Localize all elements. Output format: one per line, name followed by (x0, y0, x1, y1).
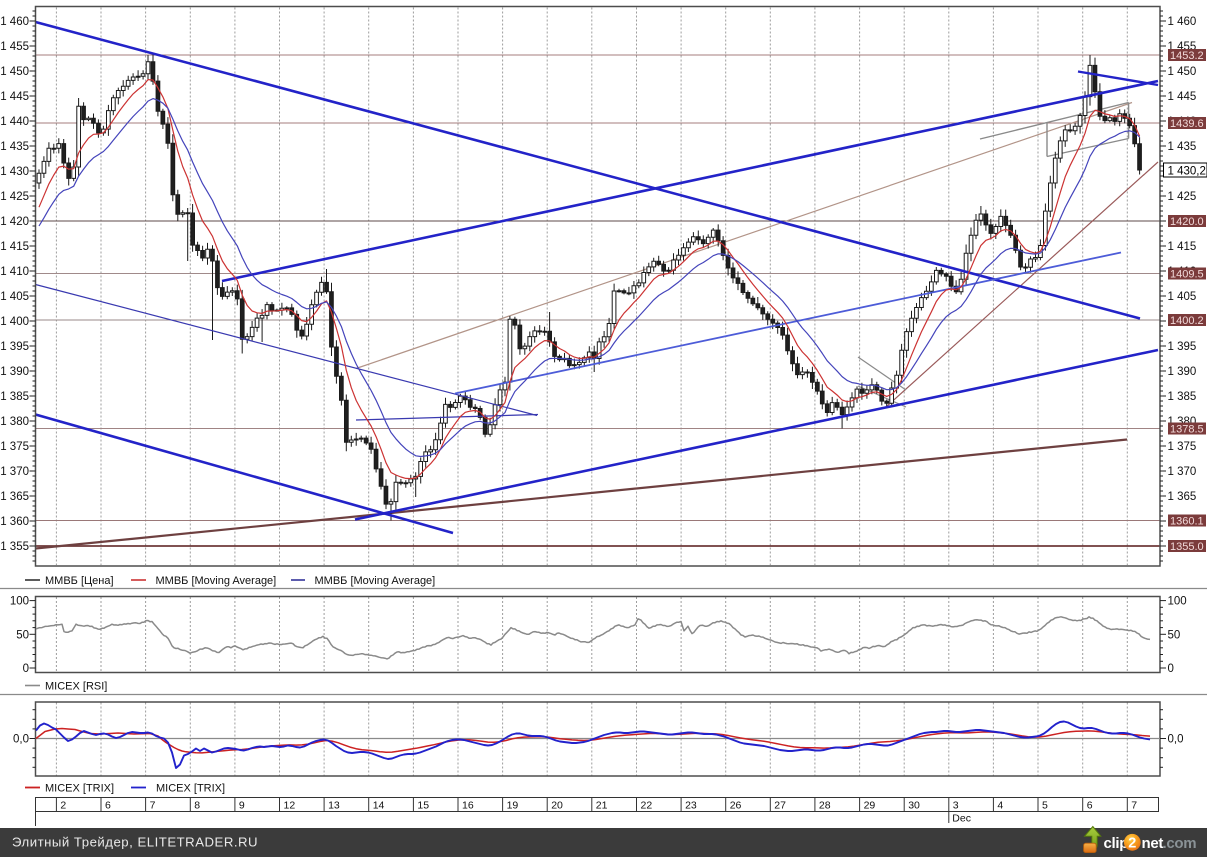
svg-text:22: 22 (641, 800, 653, 812)
svg-text:MICEX [RSI]: MICEX [RSI] (45, 681, 107, 693)
svg-text:0,0: 0,0 (13, 734, 29, 746)
svg-text:1 435: 1 435 (0, 141, 29, 153)
svg-text:6: 6 (1087, 800, 1093, 812)
svg-text:16: 16 (462, 800, 474, 812)
svg-text:1 460: 1 460 (1168, 16, 1197, 28)
svg-text:28: 28 (819, 800, 831, 812)
svg-text:1 415: 1 415 (0, 241, 29, 253)
svg-text:19: 19 (507, 800, 519, 812)
svg-text:1 360: 1 360 (0, 516, 29, 528)
svg-text:1 450: 1 450 (0, 66, 29, 78)
svg-text:26: 26 (730, 800, 742, 812)
svg-text:Dec: Dec (952, 813, 971, 825)
svg-text:2: 2 (60, 800, 66, 812)
svg-text:ММВБ [Moving Average]: ММВБ [Moving Average] (156, 575, 277, 587)
svg-text:13: 13 (328, 800, 340, 812)
svg-text:1360.1: 1360.1 (1170, 516, 1204, 528)
svg-text:1439.6: 1439.6 (1170, 118, 1204, 130)
svg-text:7: 7 (150, 800, 156, 812)
svg-text:100: 100 (10, 596, 29, 608)
svg-text:1 430,2: 1 430,2 (1168, 165, 1206, 177)
svg-text:1 355: 1 355 (0, 541, 29, 553)
svg-text:1 395: 1 395 (1168, 341, 1197, 353)
svg-text:1 370: 1 370 (0, 466, 29, 478)
svg-text:MICEX [TRIX]: MICEX [TRIX] (45, 783, 114, 795)
svg-text:50: 50 (16, 629, 29, 641)
svg-text:1 435: 1 435 (1168, 141, 1197, 153)
svg-text:1 415: 1 415 (1168, 241, 1197, 253)
svg-text:1 410: 1 410 (0, 266, 29, 278)
svg-text:1 445: 1 445 (0, 91, 29, 103)
svg-text:clip: clip (1104, 835, 1129, 852)
svg-text:5: 5 (1042, 800, 1048, 812)
svg-text:1400.2: 1400.2 (1170, 315, 1204, 327)
svg-text:1 365: 1 365 (1168, 491, 1197, 503)
svg-text:15: 15 (417, 800, 429, 812)
svg-text:1453.2: 1453.2 (1170, 50, 1204, 62)
svg-text:29: 29 (864, 800, 876, 812)
svg-text:1 380: 1 380 (0, 416, 29, 428)
svg-text:23: 23 (685, 800, 697, 812)
svg-text:1 400: 1 400 (0, 316, 29, 328)
svg-text:ММВБ [Moving Average]: ММВБ [Moving Average] (315, 575, 436, 587)
svg-text:ММВБ [Цена]: ММВБ [Цена] (45, 575, 114, 587)
svg-text:12: 12 (284, 800, 296, 812)
svg-text:7: 7 (1131, 800, 1137, 812)
svg-text:net: net (1142, 835, 1164, 852)
svg-text:14: 14 (373, 800, 385, 812)
svg-text:1 375: 1 375 (0, 441, 29, 453)
svg-text:30: 30 (908, 800, 920, 812)
svg-text:1420.0: 1420.0 (1170, 216, 1204, 228)
svg-text:1 420: 1 420 (0, 216, 29, 228)
svg-text:1 430: 1 430 (0, 166, 29, 178)
svg-text:1 395: 1 395 (0, 341, 29, 353)
svg-text:0,0: 0,0 (1168, 734, 1184, 746)
svg-text:8: 8 (194, 800, 200, 812)
svg-text:1 390: 1 390 (0, 366, 29, 378)
svg-text:0: 0 (1168, 663, 1174, 675)
svg-text:.com: .com (1163, 835, 1197, 852)
svg-text:1 425: 1 425 (0, 191, 29, 203)
svg-text:3: 3 (953, 800, 959, 812)
svg-text:50: 50 (1168, 629, 1181, 641)
svg-text:Элитный Трейдер, ELITETRADER.R: Элитный Трейдер, ELITETRADER.RU (12, 835, 258, 850)
svg-text:1409.5: 1409.5 (1170, 269, 1204, 281)
svg-text:1 460: 1 460 (0, 16, 29, 28)
svg-text:1 455: 1 455 (0, 41, 29, 53)
svg-text:1 405: 1 405 (1168, 291, 1197, 303)
svg-text:1 425: 1 425 (1168, 191, 1197, 203)
svg-text:100: 100 (1168, 596, 1187, 608)
svg-text:1 365: 1 365 (0, 491, 29, 503)
svg-text:0: 0 (23, 663, 29, 675)
svg-text:MICEX [TRIX]: MICEX [TRIX] (156, 783, 225, 795)
svg-text:1 375: 1 375 (1168, 441, 1197, 453)
svg-text:20: 20 (551, 800, 563, 812)
svg-text:6: 6 (105, 800, 111, 812)
svg-text:2: 2 (1128, 836, 1136, 852)
svg-text:4: 4 (997, 800, 1003, 812)
svg-text:1378.5: 1378.5 (1170, 424, 1204, 436)
svg-text:1 445: 1 445 (1168, 91, 1197, 103)
svg-text:1 370: 1 370 (1168, 466, 1197, 478)
svg-text:1 385: 1 385 (0, 391, 29, 403)
svg-text:1 405: 1 405 (0, 291, 29, 303)
svg-text:1 440: 1 440 (0, 116, 29, 128)
svg-text:21: 21 (596, 800, 608, 812)
svg-text:27: 27 (774, 800, 786, 812)
svg-text:1355.0: 1355.0 (1170, 541, 1204, 553)
svg-text:1 385: 1 385 (1168, 391, 1197, 403)
svg-text:1 390: 1 390 (1168, 366, 1197, 378)
svg-text:1 450: 1 450 (1168, 66, 1197, 78)
svg-text:9: 9 (239, 800, 245, 812)
